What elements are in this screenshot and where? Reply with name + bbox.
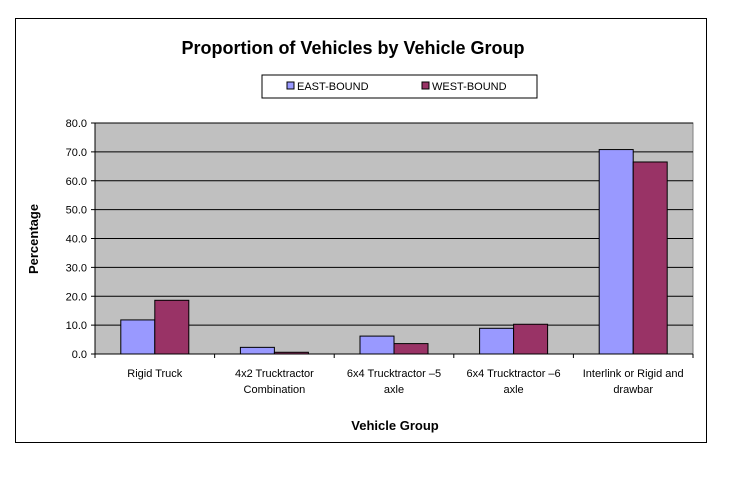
bar-west-bound: [154, 299, 190, 355]
y-axis: 0.0 10.0 20.0 30.0 40.0 50.0 60.0 70.0 80.0: [66, 118, 96, 361]
legend-box: [261, 74, 538, 99]
legend-swatch-east-bound: [286, 81, 295, 90]
bars: [120, 149, 668, 355]
x-tick-label: Rigid Truck: [127, 368, 183, 380]
y-tick-label: 10.0: [66, 320, 87, 332]
legend-label-east-bound: EAST-BOUND: [297, 81, 369, 93]
x-tick-label: Interlink or Rigid and drawbar: [583, 368, 684, 396]
bar-east-bound: [120, 319, 156, 355]
y-tick-label: 30.0: [66, 262, 87, 274]
y-tick-label: 80.0: [66, 118, 87, 130]
y-tick-label: 50.0: [66, 205, 87, 217]
y-tick-label: 70.0: [66, 147, 87, 159]
bar-east-bound: [479, 327, 515, 355]
bar-east-bound: [598, 149, 634, 355]
gridlines: [95, 122, 693, 326]
y-tick-label: 0.0: [72, 349, 87, 361]
bar-west-bound: [393, 343, 429, 355]
bar-west-bound: [513, 323, 549, 355]
legend-label-west-bound: WEST-BOUND: [432, 81, 507, 93]
x-tick-label: 6x4 Trucktractor –6 axle: [467, 368, 561, 396]
legend-swatch-west-bound: [421, 81, 430, 90]
y-axis-title: Percentage: [26, 204, 41, 274]
x-tick-label: 4x2 Trucktractor Combination: [235, 368, 314, 396]
y-tick-label: 20.0: [66, 291, 87, 303]
x-axis: Rigid Truck 4x2 Trucktractor Combination 6x…: [94, 353, 694, 396]
legend: EAST-BOUND WEST-BOUND: [261, 74, 538, 99]
x-tick-label: 6x4 Trucktractor –5 axle: [347, 368, 441, 396]
y-tick-label: 60.0: [66, 176, 87, 188]
bar-west-bound: [632, 161, 668, 355]
y-tick-label: 40.0: [66, 234, 87, 246]
x-axis-title: Vehicle Group: [351, 418, 438, 433]
bar-east-bound: [239, 346, 275, 355]
bar-east-bound: [359, 335, 395, 355]
chart-title: Proportion of Vehicles by Vehicle Group: [181, 38, 524, 58]
